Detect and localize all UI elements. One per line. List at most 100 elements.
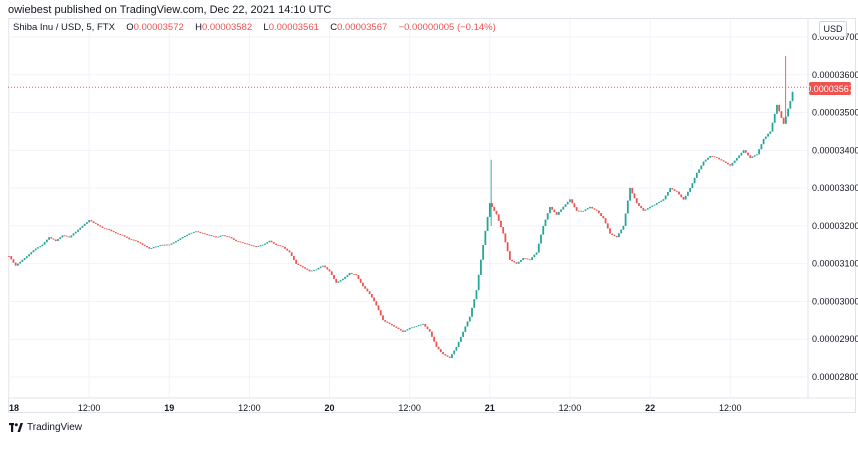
candle-body bbox=[228, 236, 231, 238]
candle-body bbox=[366, 288, 369, 292]
candle-body bbox=[613, 234, 616, 236]
candle-body bbox=[34, 248, 37, 251]
candle-body bbox=[301, 266, 304, 268]
candle-body bbox=[264, 243, 266, 245]
candle-body bbox=[313, 269, 315, 271]
candle-body bbox=[39, 246, 42, 248]
candle-body bbox=[508, 251, 511, 260]
y-tick-label: 0.00003000 bbox=[812, 296, 858, 306]
candle-body bbox=[259, 245, 262, 247]
candle-body bbox=[388, 322, 391, 325]
low-value: 0.00003561 bbox=[268, 22, 319, 33]
candle-body bbox=[773, 113, 776, 123]
candle-body bbox=[114, 232, 117, 234]
candle-body bbox=[751, 156, 754, 158]
candle-body bbox=[203, 233, 206, 235]
candle-body bbox=[524, 258, 527, 259]
close-label: C bbox=[330, 22, 338, 33]
candle-body bbox=[212, 235, 215, 237]
candle-body bbox=[257, 246, 260, 247]
candle-body bbox=[566, 201, 569, 205]
y-tick-label: 0.00003300 bbox=[812, 183, 858, 193]
tradingview-footer[interactable]: TradingView bbox=[9, 422, 82, 433]
candle-body bbox=[531, 257, 534, 260]
candle-body bbox=[506, 242, 509, 252]
candle-body bbox=[337, 281, 340, 283]
time-axis[interactable]: 18 12:00 19 12:00 20 12:00 21 12:00 22 12:00 bbox=[9, 403, 741, 413]
candle-body bbox=[658, 202, 660, 204]
x-tick-label: 12:00 bbox=[78, 403, 101, 413]
candle-body bbox=[464, 326, 467, 332]
candle-body bbox=[704, 159, 707, 162]
candle-body bbox=[540, 234, 542, 244]
candle-body bbox=[14, 262, 17, 266]
low-label: L bbox=[263, 22, 269, 33]
price-axis[interactable]: 0.00003700 0.00003600 0.00003500 0.00003400… bbox=[812, 32, 858, 382]
candle-body bbox=[344, 276, 347, 279]
candle-body bbox=[624, 213, 627, 226]
candle-body bbox=[250, 244, 253, 246]
candle-body bbox=[150, 248, 153, 249]
candle-body bbox=[731, 162, 734, 166]
candle-body bbox=[480, 259, 482, 275]
candle-body bbox=[106, 228, 108, 230]
candle-body bbox=[495, 210, 498, 215]
candle-body bbox=[733, 160, 736, 163]
candle-body bbox=[560, 209, 562, 212]
x-tick-label: 19 bbox=[164, 403, 174, 413]
candle-body bbox=[700, 165, 703, 170]
candle-body bbox=[698, 169, 700, 173]
candle-body bbox=[23, 258, 26, 260]
y-tick-label: 0.00003500 bbox=[812, 108, 858, 118]
candle-body bbox=[266, 242, 269, 244]
candle-body bbox=[110, 229, 113, 232]
candle-body bbox=[620, 229, 623, 234]
candle-body bbox=[646, 208, 649, 210]
candle-body bbox=[553, 209, 556, 213]
candle-body bbox=[330, 271, 333, 275]
currency-button[interactable]: USD bbox=[819, 21, 847, 37]
candle-body bbox=[248, 244, 251, 245]
candle-body bbox=[468, 316, 471, 322]
candle-body bbox=[43, 242, 46, 245]
candle-body bbox=[435, 341, 438, 347]
candle-body bbox=[551, 206, 554, 210]
tradingview-logo-icon bbox=[9, 423, 23, 432]
candle-body bbox=[297, 263, 300, 265]
x-tick-label: 12:00 bbox=[238, 403, 261, 413]
candle-body bbox=[86, 222, 88, 224]
candle-body bbox=[411, 327, 413, 329]
candle-body bbox=[724, 161, 727, 163]
candle-body bbox=[399, 329, 402, 331]
chart-grid bbox=[8, 19, 807, 398]
candle-body bbox=[79, 227, 82, 230]
candle-body bbox=[513, 261, 516, 263]
candle-body bbox=[482, 244, 485, 260]
candle-body bbox=[709, 156, 712, 158]
candle-body bbox=[197, 231, 200, 233]
candle-body bbox=[457, 341, 460, 347]
candle-body bbox=[272, 242, 275, 244]
candle-body bbox=[239, 241, 242, 243]
candle-body bbox=[37, 247, 39, 249]
symbol-legend[interactable]: Shiba Inu / USD, 5, FTX O0.00003572 H0.0… bbox=[13, 22, 496, 33]
candle-body bbox=[431, 331, 433, 337]
candle-body bbox=[348, 272, 351, 276]
candle-body bbox=[148, 247, 151, 249]
candle-body bbox=[413, 326, 416, 328]
candle-body bbox=[666, 192, 669, 196]
open-value: 0.00003572 bbox=[133, 22, 184, 33]
candle-body bbox=[497, 214, 500, 221]
candle-body bbox=[168, 244, 171, 246]
candle-body bbox=[593, 208, 596, 210]
candle-body bbox=[687, 191, 689, 196]
publisher-header: owiebest published on TradingView.com, D… bbox=[8, 4, 332, 16]
candle-body bbox=[28, 254, 30, 257]
candle-body bbox=[230, 237, 233, 239]
candle-body bbox=[306, 268, 309, 270]
candle-body bbox=[735, 158, 738, 161]
candle-body bbox=[678, 191, 680, 195]
candle-body bbox=[379, 310, 382, 316]
candle-body bbox=[364, 286, 367, 289]
